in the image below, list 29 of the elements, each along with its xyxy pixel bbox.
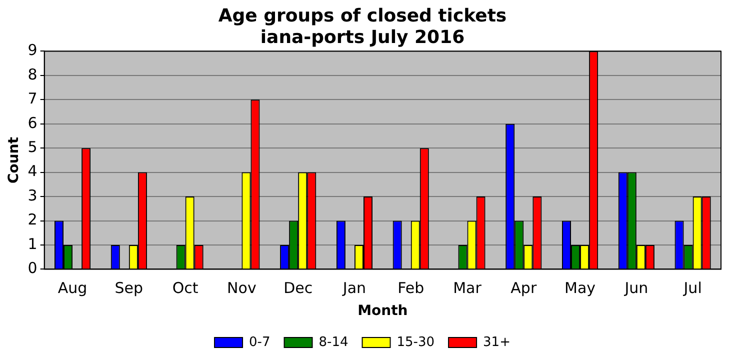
x-tick-label: Apr <box>510 279 538 298</box>
y-tick-label: 9 <box>28 41 38 60</box>
y-tick-label: 5 <box>28 138 38 156</box>
y-tick-label: 8 <box>28 65 38 84</box>
x-tick-label: Aug <box>58 279 88 298</box>
x-tick-label: Sep <box>114 279 144 298</box>
x-tick-label: Jun <box>624 279 648 298</box>
x-tick-label: May <box>564 279 596 298</box>
legend-label: 8-14 <box>318 334 348 350</box>
x-tick-label: Oct <box>172 279 198 298</box>
x-tick-label: Jan <box>342 279 366 298</box>
y-tick-label: 6 <box>28 114 38 132</box>
y-axis-title: Count <box>6 136 22 184</box>
legend-label: 31+ <box>483 334 510 350</box>
legend-label: 0-7 <box>249 334 270 350</box>
y-tick-label: 3 <box>28 186 38 204</box>
y-tick-label: 1 <box>28 234 38 253</box>
x-tick-label: Feb <box>398 279 424 298</box>
x-tick-label: Dec <box>284 279 313 298</box>
y-tick-label: 7 <box>28 90 38 108</box>
x-axis-title: Month <box>358 303 408 320</box>
y-tick-label: 4 <box>28 162 38 180</box>
y-tick-label: 2 <box>28 210 38 229</box>
x-tick-label: Mar <box>453 279 482 298</box>
x-tick-label: Jul <box>682 279 702 298</box>
legend-label: 15-30 <box>396 334 435 350</box>
chart-title: Age groups of closed tickets iana-ports July 2016 <box>218 5 507 48</box>
x-tick-label: Nov <box>227 279 256 298</box>
y-tick-label: 0 <box>28 259 38 278</box>
